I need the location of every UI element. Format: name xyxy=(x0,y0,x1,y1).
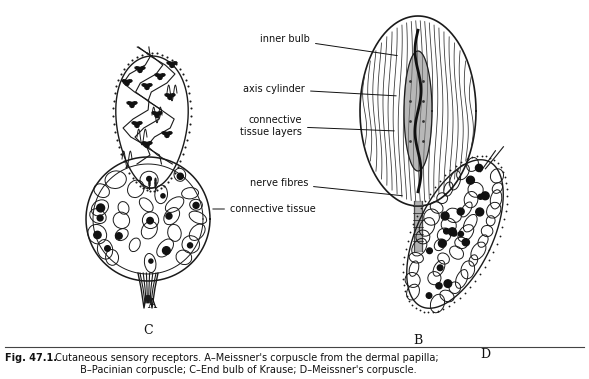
Polygon shape xyxy=(152,112,162,117)
Circle shape xyxy=(426,248,432,254)
Circle shape xyxy=(147,218,153,224)
Circle shape xyxy=(149,259,153,263)
Text: C: C xyxy=(143,324,153,337)
Circle shape xyxy=(147,177,151,181)
Circle shape xyxy=(161,194,165,198)
Circle shape xyxy=(97,215,103,221)
Circle shape xyxy=(426,293,432,298)
Text: A: A xyxy=(147,299,157,312)
Polygon shape xyxy=(132,122,142,127)
Circle shape xyxy=(187,243,193,248)
Polygon shape xyxy=(142,142,152,147)
Polygon shape xyxy=(127,102,137,108)
Polygon shape xyxy=(414,201,422,251)
Circle shape xyxy=(163,247,170,254)
Polygon shape xyxy=(155,74,165,80)
Circle shape xyxy=(436,283,442,289)
Circle shape xyxy=(481,192,489,200)
Polygon shape xyxy=(122,80,132,85)
Circle shape xyxy=(444,229,449,234)
Polygon shape xyxy=(135,67,145,72)
Text: Cutaneous sensory receptors. A–Meissner's corpuscle from the dermal papilla;
   : Cutaneous sensory receptors. A–Meissner'… xyxy=(52,353,439,374)
Text: nerve fibres: nerve fibres xyxy=(250,178,402,196)
Text: inner bulb: inner bulb xyxy=(260,34,397,56)
Circle shape xyxy=(478,194,483,199)
Circle shape xyxy=(441,212,449,220)
Polygon shape xyxy=(142,84,152,89)
Circle shape xyxy=(193,202,199,208)
Circle shape xyxy=(177,173,183,179)
Circle shape xyxy=(458,232,464,236)
Circle shape xyxy=(448,228,456,236)
Circle shape xyxy=(94,231,101,239)
Polygon shape xyxy=(165,94,175,99)
Text: D: D xyxy=(480,349,490,362)
Circle shape xyxy=(457,208,464,215)
Polygon shape xyxy=(404,51,432,171)
Circle shape xyxy=(476,208,484,216)
Polygon shape xyxy=(167,62,177,67)
Circle shape xyxy=(466,176,474,184)
Circle shape xyxy=(452,231,457,236)
Circle shape xyxy=(97,204,105,212)
Circle shape xyxy=(475,164,482,172)
Circle shape xyxy=(115,233,122,239)
Text: connective tissue: connective tissue xyxy=(213,204,316,214)
Text: B: B xyxy=(413,334,423,346)
Circle shape xyxy=(105,246,110,251)
Circle shape xyxy=(462,239,469,246)
Circle shape xyxy=(437,265,443,271)
Circle shape xyxy=(444,280,452,287)
Circle shape xyxy=(438,240,446,247)
Polygon shape xyxy=(162,132,172,138)
Text: axis cylinder: axis cylinder xyxy=(243,84,396,96)
Text: connective
tissue layers: connective tissue layers xyxy=(240,115,394,137)
Text: Fig. 47.1.: Fig. 47.1. xyxy=(5,353,57,363)
Circle shape xyxy=(166,213,172,219)
